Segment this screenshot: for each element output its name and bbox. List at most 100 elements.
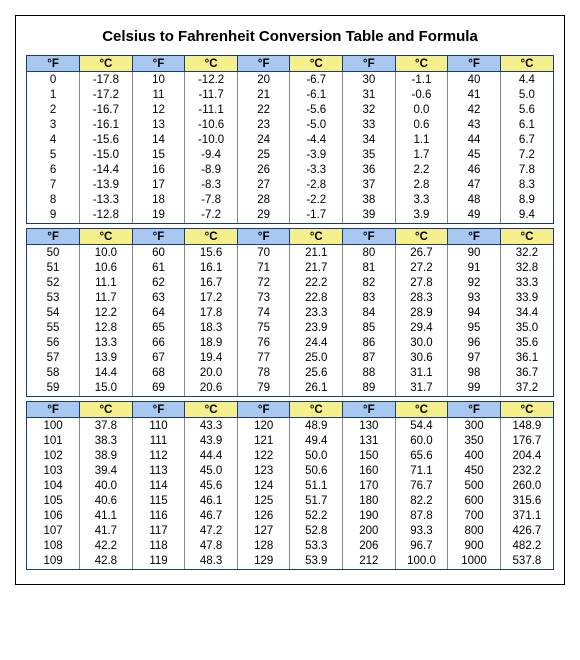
cell-c: -12.2 (185, 72, 238, 88)
cell-c: 32.2 (500, 245, 553, 261)
cell-f: 74 (237, 306, 290, 321)
col-header-c: °C (80, 229, 133, 245)
cell-f: 102 (27, 449, 80, 464)
cell-f: 89 (343, 381, 396, 397)
cell-c: 53.9 (290, 554, 343, 570)
table-row: 10741.711747.212752.820093.3800426.7 (27, 524, 553, 539)
table-row: 5110.66116.17121.78127.29132.8 (27, 261, 553, 276)
cell-f: 101 (27, 434, 80, 449)
cell-c: 17.2 (185, 291, 238, 306)
cell-f: 73 (237, 291, 290, 306)
cell-c: 18.9 (185, 336, 238, 351)
cell-c: 13.3 (80, 336, 133, 351)
col-header-c: °C (290, 229, 343, 245)
cell-c: 26.7 (395, 245, 448, 261)
cell-f: 103 (27, 464, 80, 479)
table-row: 7-13.917-8.327-2.8372.8478.3 (27, 178, 553, 193)
cell-c: 48.9 (290, 418, 343, 434)
cell-c: 38.3 (80, 434, 133, 449)
cell-c: 25.6 (290, 366, 343, 381)
conversion-table: °F°C°F°C°F°C°F°C°F°C0-17.810-12.220-6.73… (27, 56, 553, 223)
cell-f: 122 (237, 449, 290, 464)
cell-f: 1000 (448, 554, 501, 570)
cell-f: 800 (448, 524, 501, 539)
col-header-f: °F (343, 402, 396, 418)
cell-f: 87 (343, 351, 396, 366)
cell-f: 99 (448, 381, 501, 397)
conversion-table: °F°C°F°C°F°C°F°C°F°C5010.06015.67021.180… (27, 229, 553, 396)
cell-c: 65.6 (395, 449, 448, 464)
cell-c: 46.7 (185, 509, 238, 524)
cell-f: 68 (132, 366, 185, 381)
cell-f: 64 (132, 306, 185, 321)
table-block: °F°C°F°C°F°C°F°C°F°C5010.06015.67021.180… (26, 228, 554, 397)
cell-c: -1.1 (395, 72, 448, 88)
cell-f: 21 (237, 88, 290, 103)
cell-c: 232.2 (500, 464, 553, 479)
col-header-c: °C (500, 402, 553, 418)
cell-f: 77 (237, 351, 290, 366)
cell-f: 200 (343, 524, 396, 539)
cell-f: 29 (237, 208, 290, 224)
cell-f: 45 (448, 148, 501, 163)
cell-c: 87.8 (395, 509, 448, 524)
col-header-f: °F (237, 402, 290, 418)
cell-f: 81 (343, 261, 396, 276)
cell-f: 300 (448, 418, 501, 434)
table-row: 10339.411345.012350.616071.1450232.2 (27, 464, 553, 479)
cell-c: 1.7 (395, 148, 448, 163)
cell-c: 23.3 (290, 306, 343, 321)
cell-c: 50.0 (290, 449, 343, 464)
cell-f: 113 (132, 464, 185, 479)
col-header-c: °C (500, 229, 553, 245)
cell-f: 59 (27, 381, 80, 397)
cell-f: 170 (343, 479, 396, 494)
cell-c: -2.2 (290, 193, 343, 208)
cell-f: 111 (132, 434, 185, 449)
col-header-f: °F (448, 402, 501, 418)
cell-c: -0.6 (395, 88, 448, 103)
cell-f: 92 (448, 276, 501, 291)
col-header-f: °F (343, 229, 396, 245)
cell-c: 33.9 (500, 291, 553, 306)
cell-c: 29.4 (395, 321, 448, 336)
cell-c: 93.3 (395, 524, 448, 539)
cell-c: 260.0 (500, 479, 553, 494)
table-row: 1-17.211-11.721-6.131-0.6415.0 (27, 88, 553, 103)
cell-c: 28.3 (395, 291, 448, 306)
cell-c: 35.0 (500, 321, 553, 336)
cell-c: 6.1 (500, 118, 553, 133)
cell-f: 16 (132, 163, 185, 178)
cell-c: 48.3 (185, 554, 238, 570)
cell-c: -1.7 (290, 208, 343, 224)
cell-f: 58 (27, 366, 80, 381)
cell-c: 60.0 (395, 434, 448, 449)
col-header-f: °F (343, 56, 396, 72)
cell-c: 54.4 (395, 418, 448, 434)
cell-f: 128 (237, 539, 290, 554)
cell-f: 31 (343, 88, 396, 103)
table-row: 8-13.318-7.828-2.2383.3488.9 (27, 193, 553, 208)
cell-f: 46 (448, 163, 501, 178)
cell-f: 96 (448, 336, 501, 351)
cell-f: 33 (343, 118, 396, 133)
cell-f: 39 (343, 208, 396, 224)
cell-f: 130 (343, 418, 396, 434)
cell-f: 11 (132, 88, 185, 103)
cell-c: 0.6 (395, 118, 448, 133)
cell-f: 55 (27, 321, 80, 336)
table-block: °F°C°F°C°F°C°F°C°F°C0-17.810-12.220-6.73… (26, 55, 554, 224)
cell-c: 176.7 (500, 434, 553, 449)
cell-c: 25.0 (290, 351, 343, 366)
cell-f: 40 (448, 72, 501, 88)
cell-f: 8 (27, 193, 80, 208)
cell-f: 150 (343, 449, 396, 464)
cell-c: 52.8 (290, 524, 343, 539)
cell-f: 34 (343, 133, 396, 148)
col-header-c: °C (395, 56, 448, 72)
cell-f: 71 (237, 261, 290, 276)
cell-c: 16.7 (185, 276, 238, 291)
table-row: 5512.86518.37523.98529.49535.0 (27, 321, 553, 336)
cell-c: 76.7 (395, 479, 448, 494)
col-header-f: °F (27, 229, 80, 245)
